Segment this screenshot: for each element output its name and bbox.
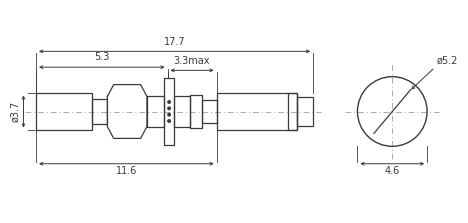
Bar	[36, 93, 92, 130]
Bar	[190, 95, 202, 128]
Bar	[147, 97, 164, 126]
Circle shape	[168, 101, 170, 103]
Circle shape	[168, 120, 170, 122]
Text: 11.6: 11.6	[116, 166, 137, 176]
Bar	[164, 78, 174, 145]
Circle shape	[168, 114, 170, 116]
Bar	[174, 97, 190, 126]
Text: ø3.7: ø3.7	[11, 101, 21, 122]
Text: 3.3max: 3.3max	[174, 56, 210, 66]
Circle shape	[168, 107, 170, 109]
Text: 17.7: 17.7	[164, 37, 185, 47]
Bar	[92, 99, 107, 124]
Bar	[288, 93, 297, 130]
Bar	[217, 93, 297, 130]
Bar	[297, 97, 313, 126]
Text: ø5.2: ø5.2	[437, 56, 458, 66]
Bar	[202, 100, 217, 123]
Text: 5.3: 5.3	[94, 52, 110, 62]
Text: 4.6: 4.6	[385, 166, 400, 176]
